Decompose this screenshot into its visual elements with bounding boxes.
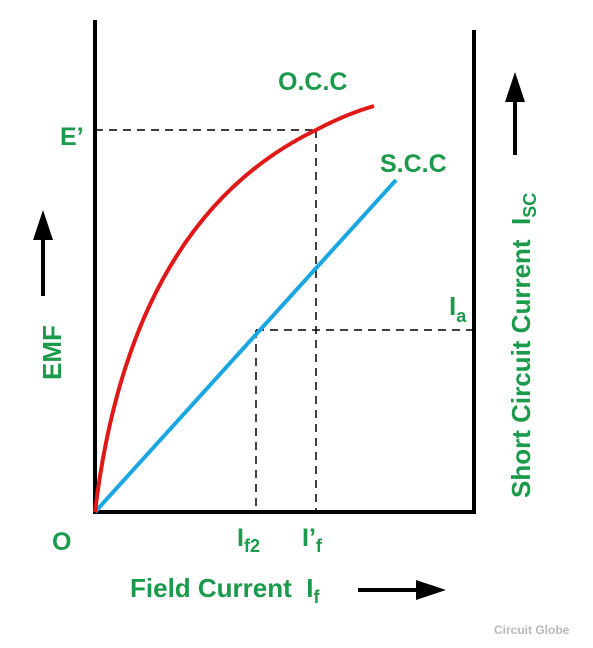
short-circuit-current-label: Short Circuit Current ISC	[506, 193, 540, 498]
ia-main: I	[449, 291, 456, 321]
scc-label: S.C.C	[380, 150, 447, 178]
short-circuit-current-subscript: SC	[520, 193, 540, 218]
ia-label: Ia	[449, 291, 467, 326]
sc-current-arrow	[505, 72, 525, 155]
if-prime-subscript: f	[316, 536, 323, 556]
field-current-label: Field Current If	[130, 573, 320, 607]
field-current-arrow	[358, 580, 446, 600]
occ-label: O.C.C	[278, 68, 347, 96]
scc-line	[93, 178, 398, 514]
ia-subscript: a	[456, 306, 467, 326]
emf-arrow	[33, 210, 53, 296]
watermark: Circuit Globe	[494, 623, 570, 637]
if2-main: I	[237, 524, 244, 552]
if-prime-main: I’	[302, 524, 316, 552]
if-prime-label: I’f	[302, 524, 323, 556]
field-current-subscript: f	[313, 587, 320, 607]
dashed-guides	[95, 129, 474, 512]
field-current-main: Field Current I	[130, 573, 313, 603]
short-circuit-current-main: Short Circuit Current I	[506, 218, 536, 498]
occ-curve	[93, 104, 375, 513]
emf-label: EMF	[37, 325, 67, 380]
if2-subscript: f2	[244, 536, 260, 556]
if2-label: If2	[237, 524, 260, 556]
origin-label: O	[52, 528, 71, 556]
e-prime-label: E’	[60, 123, 84, 151]
